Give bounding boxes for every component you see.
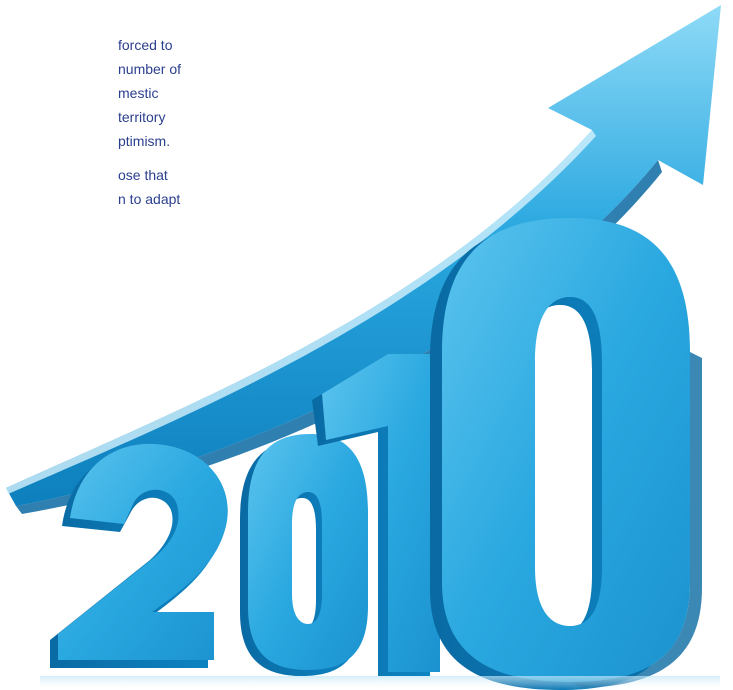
digit-0-small [240, 434, 368, 676]
paragraph-2-line-1: ose that [118, 167, 168, 183]
paragraph-1-line-5: ptimism. [118, 133, 171, 149]
digit-1 [312, 354, 440, 676]
floor-reflection [40, 676, 720, 690]
paragraph-1-line-2: number of [118, 61, 182, 77]
paragraph-1-line-4: territory [118, 109, 166, 125]
digit-2 [50, 443, 228, 668]
paragraph-1-line-1: forced to [118, 37, 173, 53]
article-text-column: forced to number of mestic territory pti… [0, 0, 280, 260]
year-2010-numerals [40, 218, 720, 690]
digit-0-large [430, 218, 702, 690]
growth-arrow [6, 5, 721, 514]
paragraph-1-line-3: mestic [118, 85, 159, 101]
paragraph-2-line-2: n to adapt [118, 191, 181, 207]
